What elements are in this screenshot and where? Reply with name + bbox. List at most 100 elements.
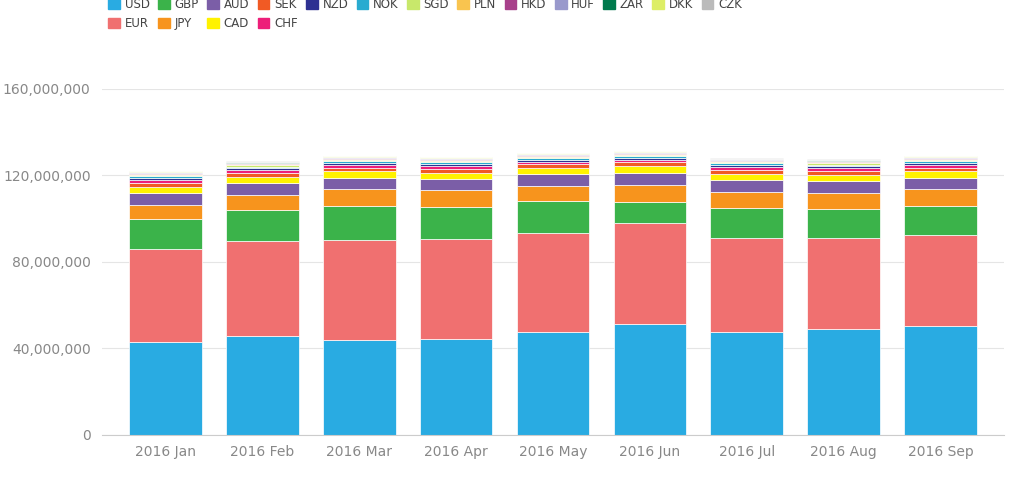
Bar [613, 203, 686, 223]
Bar [613, 173, 686, 185]
Bar [226, 168, 299, 170]
Bar [807, 171, 880, 175]
Bar [613, 223, 686, 325]
Bar [711, 170, 783, 174]
Bar [904, 159, 977, 160]
Bar [323, 163, 395, 165]
Bar [613, 163, 686, 166]
Bar [904, 160, 977, 162]
Bar [517, 154, 589, 155]
Bar [323, 340, 395, 435]
Bar [807, 175, 880, 181]
Bar [420, 158, 493, 159]
Bar [613, 154, 686, 155]
Bar [711, 174, 783, 180]
Bar [420, 161, 493, 163]
Bar [323, 189, 395, 206]
Bar [226, 336, 299, 435]
Bar [517, 332, 589, 435]
Bar [226, 210, 299, 241]
Bar [226, 164, 299, 165]
Bar [904, 326, 977, 435]
Bar [711, 167, 783, 170]
Legend: USD, EUR, GBP, JPY, AUD, CAD, SEK, CHF, NZD, NOK, SGD, PLN, HKD, HUF, ZAR, DKK, : USD, EUR, GBP, JPY, AUD, CAD, SEK, CHF, … [109, 0, 742, 30]
Bar [226, 173, 299, 177]
Bar [323, 162, 395, 163]
Bar [129, 193, 202, 205]
Bar [323, 167, 395, 171]
Bar [904, 177, 977, 189]
Bar [711, 165, 783, 167]
Bar [711, 180, 783, 192]
Bar [517, 165, 589, 168]
Bar [420, 168, 493, 172]
Bar [420, 159, 493, 160]
Bar [613, 156, 686, 158]
Bar [517, 174, 589, 186]
Bar [904, 162, 977, 163]
Bar [904, 165, 977, 167]
Bar [323, 206, 395, 240]
Bar [904, 157, 977, 158]
Bar [904, 171, 977, 177]
Bar [613, 158, 686, 160]
Bar [711, 208, 783, 238]
Bar [129, 187, 202, 193]
Bar [807, 168, 880, 171]
Bar [807, 181, 880, 193]
Bar [420, 191, 493, 206]
Bar [613, 152, 686, 153]
Bar [129, 172, 202, 173]
Bar [323, 165, 395, 167]
Bar [129, 342, 202, 435]
Bar [420, 239, 493, 338]
Bar [904, 206, 977, 235]
Bar [226, 162, 299, 163]
Bar [613, 153, 686, 154]
Bar [420, 164, 493, 166]
Bar [807, 193, 880, 209]
Bar [807, 165, 880, 166]
Bar [613, 160, 686, 163]
Bar [711, 159, 783, 160]
Bar [420, 163, 493, 164]
Bar [711, 192, 783, 208]
Bar [807, 209, 880, 238]
Bar [904, 189, 977, 206]
Bar [420, 179, 493, 191]
Bar [613, 155, 686, 156]
Bar [129, 249, 202, 342]
Bar [517, 155, 589, 156]
Bar [323, 157, 395, 158]
Bar [711, 162, 783, 164]
Bar [807, 238, 880, 329]
Bar [323, 160, 395, 162]
Bar [129, 205, 202, 218]
Bar [323, 158, 395, 159]
Bar [323, 177, 395, 189]
Bar [129, 174, 202, 175]
Bar [226, 177, 299, 183]
Bar [711, 161, 783, 162]
Bar [226, 183, 299, 195]
Bar [517, 156, 589, 157]
Bar [807, 162, 880, 163]
Bar [129, 183, 202, 187]
Bar [711, 238, 783, 332]
Bar [517, 202, 589, 233]
Bar [613, 325, 686, 435]
Bar [420, 338, 493, 435]
Bar [517, 162, 589, 165]
Bar [129, 178, 202, 180]
Bar [226, 241, 299, 336]
Bar [711, 332, 783, 435]
Bar [807, 163, 880, 165]
Bar [129, 218, 202, 249]
Bar [807, 161, 880, 162]
Bar [420, 166, 493, 168]
Bar [613, 185, 686, 203]
Bar [323, 240, 395, 340]
Bar [904, 163, 977, 165]
Bar [129, 180, 202, 183]
Bar [807, 160, 880, 161]
